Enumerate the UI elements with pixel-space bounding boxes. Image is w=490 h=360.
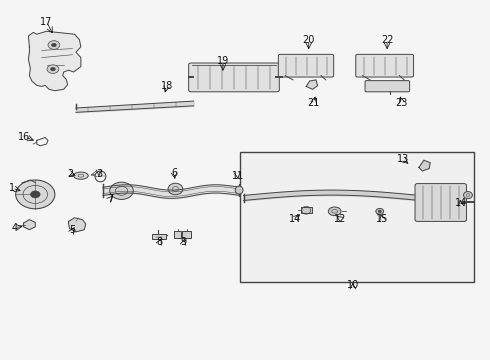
Text: 10: 10: [346, 280, 359, 290]
Polygon shape: [28, 31, 81, 91]
Ellipse shape: [328, 207, 341, 216]
FancyBboxPatch shape: [356, 54, 414, 77]
Polygon shape: [24, 220, 35, 230]
Circle shape: [51, 43, 56, 47]
Text: 14: 14: [454, 198, 466, 208]
FancyBboxPatch shape: [415, 184, 466, 221]
Text: 13: 13: [397, 154, 409, 164]
Text: 16: 16: [19, 132, 30, 142]
Text: 1: 1: [9, 183, 15, 193]
Text: 18: 18: [161, 81, 172, 91]
Text: 15: 15: [376, 214, 389, 224]
Circle shape: [47, 65, 59, 73]
FancyBboxPatch shape: [189, 63, 279, 92]
Ellipse shape: [110, 182, 133, 199]
Ellipse shape: [235, 186, 243, 194]
Text: 8: 8: [157, 237, 163, 247]
Circle shape: [16, 180, 55, 209]
Text: 9: 9: [181, 237, 187, 247]
Text: 3: 3: [96, 168, 102, 179]
Text: 23: 23: [395, 98, 408, 108]
Bar: [182, 231, 191, 238]
Text: 12: 12: [334, 214, 347, 224]
Text: 20: 20: [302, 35, 315, 45]
Bar: [174, 231, 181, 238]
FancyBboxPatch shape: [365, 81, 410, 92]
Ellipse shape: [74, 172, 88, 179]
Text: 14: 14: [289, 214, 301, 224]
Text: 5: 5: [70, 225, 75, 235]
Ellipse shape: [168, 183, 183, 195]
Circle shape: [50, 67, 55, 71]
Text: 21: 21: [307, 98, 320, 108]
Ellipse shape: [376, 208, 384, 214]
Polygon shape: [69, 218, 86, 232]
Circle shape: [30, 191, 40, 198]
Text: 4: 4: [12, 222, 18, 233]
Text: 7: 7: [107, 194, 113, 204]
Bar: [301, 207, 312, 213]
Bar: [152, 234, 166, 239]
Text: 17: 17: [40, 17, 53, 27]
Ellipse shape: [378, 210, 382, 212]
Text: 19: 19: [217, 56, 229, 66]
Polygon shape: [306, 80, 318, 89]
Circle shape: [48, 41, 60, 49]
Text: 2: 2: [67, 168, 73, 179]
Ellipse shape: [464, 192, 472, 199]
FancyBboxPatch shape: [278, 54, 334, 77]
Bar: [240, 152, 474, 282]
Text: 6: 6: [171, 168, 177, 178]
Text: 11: 11: [232, 171, 244, 181]
Text: 22: 22: [381, 35, 393, 45]
Polygon shape: [419, 160, 430, 171]
